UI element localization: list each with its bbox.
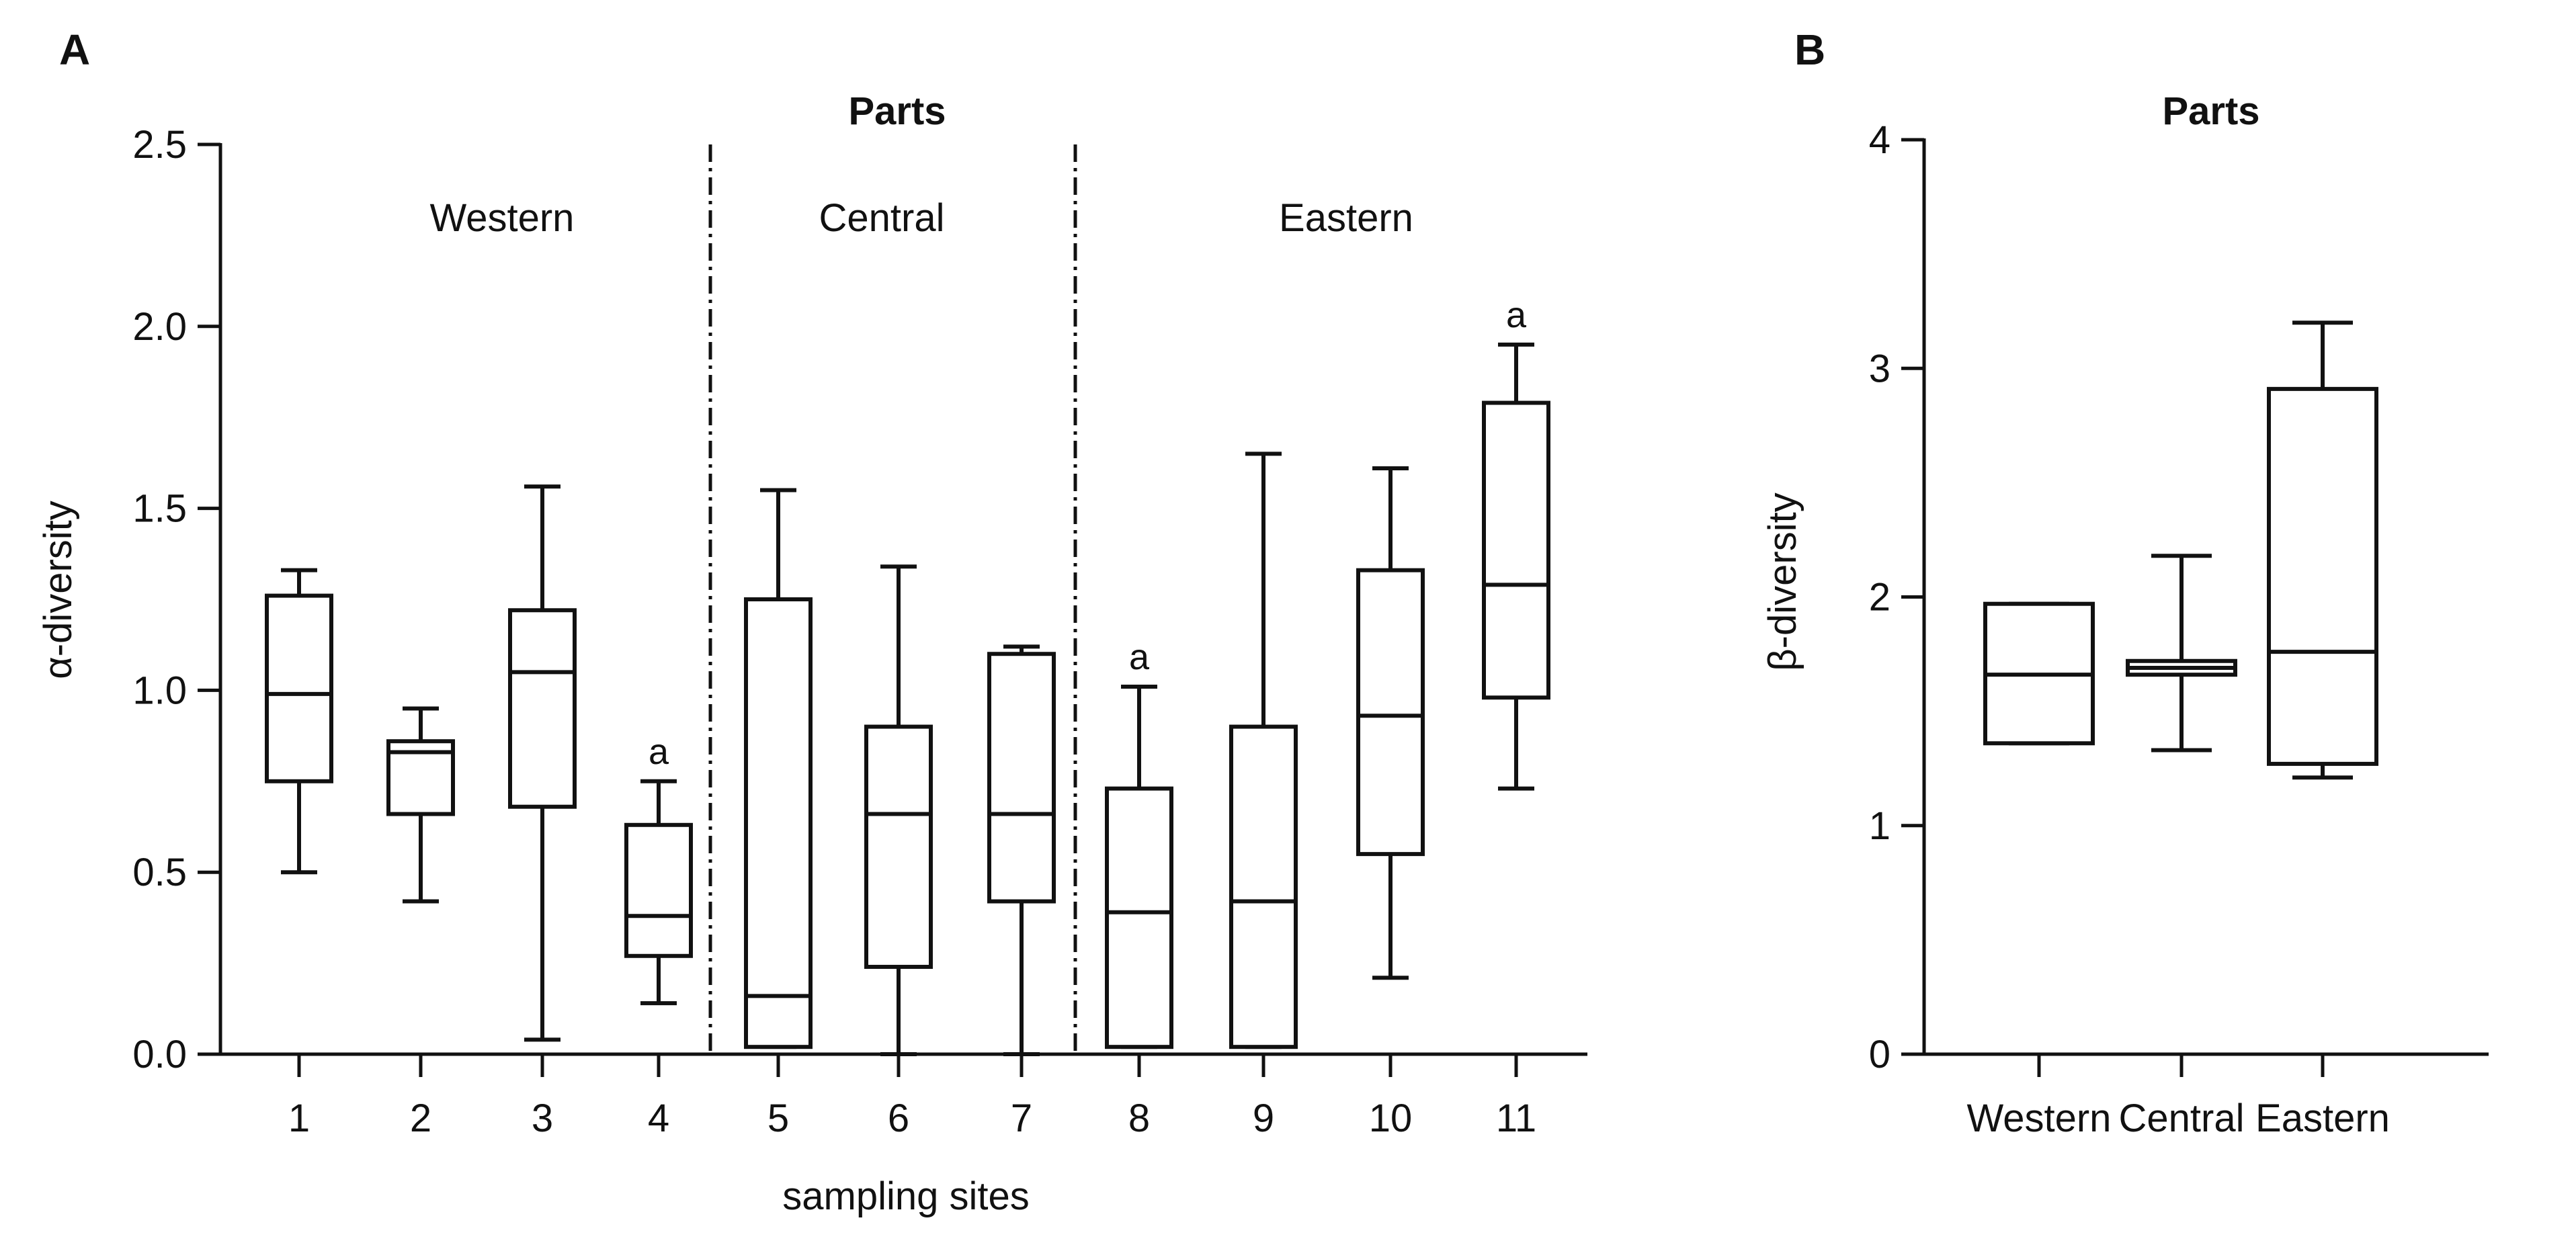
x-tick-label: Western — [1967, 1097, 2112, 1140]
x-tick-label: 3 — [532, 1097, 553, 1140]
panel-a-ylabel: α-diversity — [36, 501, 80, 679]
x-tick-label: 5 — [767, 1097, 789, 1140]
box-iqr — [1229, 724, 1298, 1049]
panel-b-title: Parts — [2162, 89, 2259, 133]
y-tick-label: 0 — [1869, 1033, 1891, 1076]
box-iqr — [744, 597, 813, 1049]
y-tick-label: 2.0 — [132, 305, 187, 349]
group-label: Central — [819, 196, 945, 240]
y-tick-label: 1.5 — [132, 487, 187, 531]
box-iqr — [1482, 400, 1550, 700]
box-iqr — [624, 822, 693, 958]
y-tick-label: 1 — [1869, 804, 1891, 848]
panel-b-plot: 0 1 2 3 4 Western Central Eastern — [1869, 118, 2489, 1140]
panel-a-title: Parts — [848, 89, 946, 133]
group-label: Eastern — [1279, 196, 1413, 240]
box-iqr — [987, 652, 1056, 904]
x-tick-label: 11 — [1496, 1097, 1536, 1140]
panel-a-letter: A — [59, 26, 90, 74]
y-tick-label: 2 — [1869, 576, 1891, 619]
y-tick-label: 2.5 — [132, 123, 187, 167]
x-tick-label: Central — [2119, 1097, 2245, 1140]
x-tick-label: Eastern — [2255, 1097, 2390, 1140]
box-iqr — [2267, 386, 2378, 766]
y-tick-label: 0.5 — [132, 851, 187, 894]
x-tick-label: 1 — [288, 1097, 310, 1140]
box-iqr — [1105, 786, 1173, 1049]
x-tick-label: 6 — [888, 1097, 909, 1140]
significance-letter: a — [1129, 637, 1150, 677]
x-tick-label: 4 — [648, 1097, 669, 1140]
group-label: Western — [430, 196, 575, 240]
x-tick-label: 9 — [1253, 1097, 1274, 1140]
y-tick-label: 0.0 — [132, 1033, 187, 1076]
x-tick-label: 2 — [410, 1097, 431, 1140]
y-tick-label: 4 — [1869, 118, 1891, 162]
panel-a-xlabel: sampling sites — [782, 1174, 1029, 1218]
y-tick-label: 3 — [1869, 347, 1891, 390]
panel-b-letter: B — [1794, 26, 1825, 74]
x-tick-label: 7 — [1011, 1097, 1032, 1140]
significance-letter: a — [1506, 295, 1527, 335]
box-iqr — [265, 593, 333, 783]
panel-a-plot: 0.0 0.5 1.0 1.5 2.0 2.5 1 2 3 4 a 5 6 7 8 a 9 10 11 a Wester… — [132, 123, 1587, 1140]
box-iqr — [508, 608, 577, 809]
box-iqr — [864, 724, 933, 970]
panel-b-ylabel: β-diversity — [1761, 492, 1804, 671]
x-tick-label: 8 — [1128, 1097, 1150, 1140]
x-tick-label: 10 — [1369, 1097, 1413, 1140]
y-tick-label: 1.0 — [132, 669, 187, 712]
box-iqr — [1356, 568, 1425, 857]
significance-letter: a — [649, 732, 669, 772]
